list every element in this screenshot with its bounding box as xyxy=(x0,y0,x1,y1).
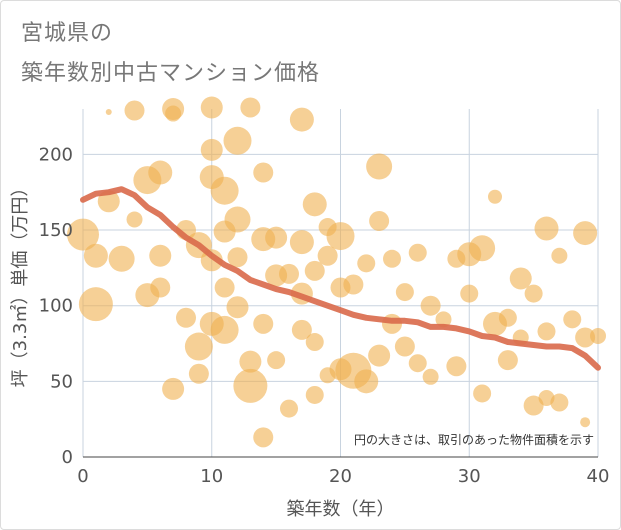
y-tick-label: 50 xyxy=(50,371,73,392)
bubble-point xyxy=(188,363,209,384)
bubble-point xyxy=(343,274,364,295)
bubble-point xyxy=(420,295,441,316)
bubble-point xyxy=(550,393,569,412)
x-tick-label: 40 xyxy=(587,466,610,487)
bubble-point xyxy=(291,319,312,340)
bubble-point xyxy=(368,344,391,367)
x-tick-label: 10 xyxy=(200,466,223,487)
bubble-point xyxy=(305,333,324,352)
bubble-point xyxy=(78,287,113,322)
bubble-point xyxy=(210,315,239,344)
bubble-point xyxy=(176,307,196,328)
bubble-point xyxy=(289,230,314,255)
bubble-point xyxy=(369,210,390,231)
bubble-point xyxy=(239,350,262,373)
x-tick-label: 30 xyxy=(458,466,481,487)
bubble-point xyxy=(435,311,452,328)
trend-line xyxy=(80,186,601,371)
bubble-point xyxy=(289,107,314,132)
chart-title-line1: 宮城県の xyxy=(21,21,114,46)
bubble-point xyxy=(67,218,99,251)
bubble-point xyxy=(233,368,268,403)
bubble-point xyxy=(497,350,518,371)
bubble-point xyxy=(124,100,145,121)
bubble-point xyxy=(253,427,274,448)
bubble-point xyxy=(108,245,135,272)
bubble-point xyxy=(509,267,532,290)
bubble-point xyxy=(165,105,182,122)
bubble-point xyxy=(305,385,324,404)
bubble-point xyxy=(304,260,325,281)
y-tick-label: 200 xyxy=(39,144,73,165)
bubble-point xyxy=(395,283,414,302)
bubble-point xyxy=(200,96,223,119)
bubble-point xyxy=(408,243,427,262)
bubble-point xyxy=(184,332,213,361)
bubble-point xyxy=(200,138,223,161)
bubble-point xyxy=(224,206,251,233)
bubble-point xyxy=(214,277,235,298)
bubble-point xyxy=(563,310,582,329)
bubble-point xyxy=(469,235,496,262)
bubble-point xyxy=(446,356,467,377)
bubble-point xyxy=(240,97,261,118)
x-tick-label: 20 xyxy=(329,466,352,487)
bubble-point xyxy=(580,417,591,428)
bubble-point xyxy=(357,254,376,273)
bubble-point xyxy=(223,126,252,155)
x-axis-label: 築年数（年） xyxy=(287,499,395,520)
x-tick-label: 0 xyxy=(77,466,88,487)
bubble-point xyxy=(460,284,479,303)
y-axis-label: 坪（3.3㎡）単価（万円） xyxy=(9,179,31,388)
bubble-point xyxy=(279,263,299,284)
bubble-point xyxy=(366,153,393,180)
bubble-point xyxy=(354,369,379,394)
bubble-point xyxy=(126,211,143,228)
bubble-point xyxy=(280,399,298,418)
bubble-point xyxy=(317,245,338,266)
bubble-point xyxy=(537,322,556,341)
bubble-point xyxy=(590,327,606,344)
bubble-point xyxy=(575,327,596,348)
bubble-point xyxy=(148,160,173,185)
bubble-point xyxy=(253,162,274,183)
bubble-point xyxy=(551,247,568,264)
bubble-layer xyxy=(67,96,606,448)
bubble-point xyxy=(498,308,517,327)
bubble-point xyxy=(226,296,249,319)
bubble-point xyxy=(265,226,288,249)
bubble-point xyxy=(326,222,355,251)
bubble-point xyxy=(105,109,112,116)
bubble-point xyxy=(210,176,239,205)
bubble-point xyxy=(573,221,598,246)
bubble-point xyxy=(83,243,108,268)
bubble-point xyxy=(267,351,286,370)
y-tick-label: 100 xyxy=(39,296,73,317)
bubble-point xyxy=(408,354,427,373)
y-axis-ticks: 0 50 100 150 200 xyxy=(39,144,73,468)
bubble-point xyxy=(524,284,543,303)
bubble-point xyxy=(302,192,327,217)
bubble-point xyxy=(253,313,274,334)
x-axis-ticks: 0 10 20 30 40 xyxy=(77,466,609,487)
bubble-point xyxy=(227,247,248,268)
bubble-point xyxy=(488,189,502,204)
bubble-point xyxy=(382,313,402,334)
bubble-point xyxy=(149,244,172,267)
bubble-point xyxy=(473,384,492,403)
bubble-point xyxy=(150,277,171,298)
y-tick-label: 150 xyxy=(39,220,73,241)
bubble-size-note: 円の大きさは、取引のあった物件面積を示す xyxy=(354,432,594,447)
bubble-point xyxy=(534,216,559,241)
bubble-point xyxy=(162,377,185,400)
bubble-point xyxy=(383,249,401,268)
bubble-point xyxy=(394,336,415,357)
bubble-point xyxy=(422,368,439,385)
bubble-point xyxy=(523,395,544,416)
chart-title-line2: 築年数別中古マンション価格 xyxy=(21,61,321,86)
y-tick-label: 0 xyxy=(62,447,73,468)
